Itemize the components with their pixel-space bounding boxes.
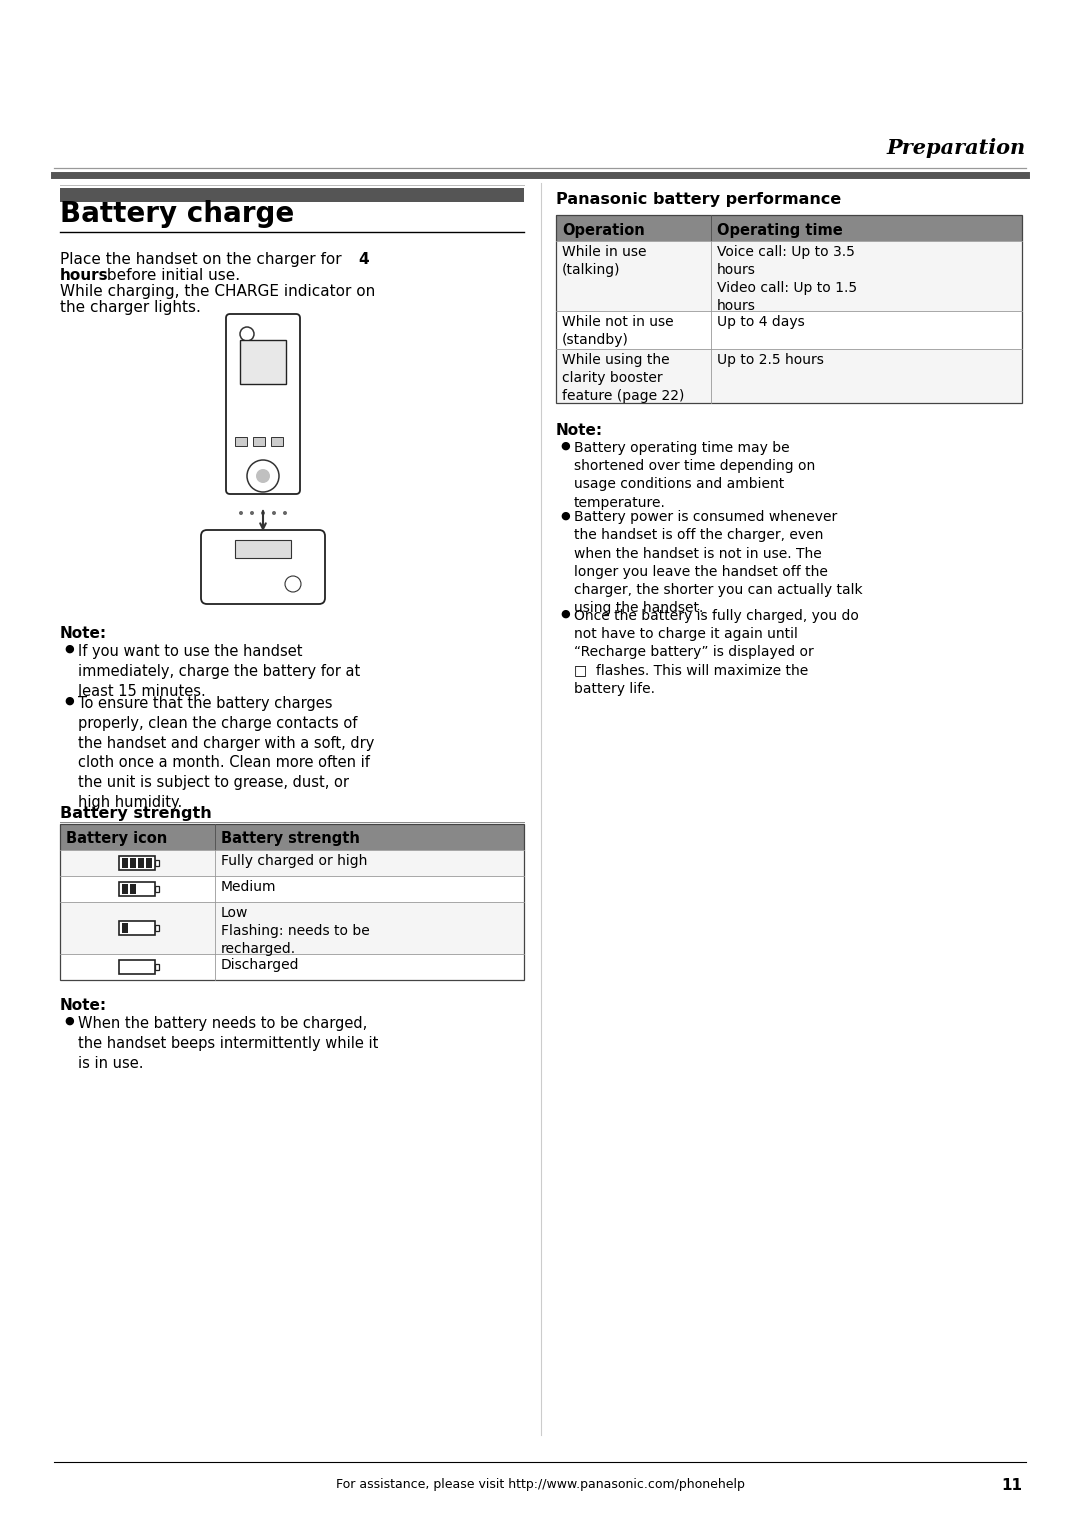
- Bar: [60, 824, 524, 850]
- FancyBboxPatch shape: [226, 313, 300, 494]
- Text: Medium: Medium: [221, 880, 276, 894]
- Circle shape: [261, 510, 265, 515]
- Bar: [60, 850, 524, 876]
- Text: ●: ●: [561, 510, 570, 520]
- Text: Once the battery is fully charged, you do
not have to charge it again until
“Rec: Once the battery is fully charged, you d…: [573, 610, 859, 695]
- Bar: [130, 885, 136, 894]
- Text: Voice call: Up to 3.5
hours
Video call: Up to 1.5
hours: Voice call: Up to 3.5 hours Video call: …: [717, 244, 858, 313]
- Text: Battery operating time may be
shortened over time depending on
usage conditions : Battery operating time may be shortened …: [573, 442, 815, 509]
- Bar: [240, 341, 286, 384]
- Bar: [119, 882, 156, 895]
- Text: 4: 4: [357, 252, 368, 267]
- Text: Operation: Operation: [562, 223, 645, 237]
- Text: Battery icon: Battery icon: [66, 831, 167, 847]
- Text: Note:: Note:: [556, 423, 603, 439]
- Text: Panasonic battery performance: Panasonic battery performance: [556, 193, 841, 206]
- Text: ●: ●: [561, 610, 570, 619]
- Circle shape: [249, 510, 254, 515]
- Text: While not in use
(standby): While not in use (standby): [562, 315, 674, 347]
- Bar: [235, 539, 291, 558]
- Text: Operating time: Operating time: [717, 223, 842, 237]
- Bar: [60, 824, 524, 979]
- Bar: [253, 437, 265, 446]
- Text: before initial use.: before initial use.: [102, 267, 240, 283]
- FancyBboxPatch shape: [201, 530, 325, 604]
- Text: Note:: Note:: [60, 998, 107, 1013]
- Bar: [556, 215, 1022, 403]
- Text: Low
Flashing: needs to be
recharged.: Low Flashing: needs to be recharged.: [221, 906, 369, 955]
- Bar: [146, 859, 152, 868]
- Text: To ensure that the battery charges
properly, clean the charge contacts of
the ha: To ensure that the battery charges prope…: [78, 695, 375, 810]
- Circle shape: [240, 327, 254, 341]
- Circle shape: [285, 576, 301, 591]
- Text: ●: ●: [561, 442, 570, 451]
- Text: For assistance, please visit http://www.panasonic.com/phonehelp: For assistance, please visit http://www.…: [336, 1478, 744, 1491]
- Text: Note:: Note:: [60, 626, 107, 642]
- Text: Battery charge: Battery charge: [60, 200, 294, 228]
- Circle shape: [272, 510, 276, 515]
- Text: ●: ●: [64, 643, 73, 654]
- Bar: [119, 960, 156, 973]
- Bar: [156, 886, 159, 892]
- Bar: [156, 860, 159, 866]
- Text: While using the
clarity booster
feature (page 22): While using the clarity booster feature …: [562, 353, 685, 403]
- Bar: [138, 859, 144, 868]
- Bar: [556, 312, 1022, 348]
- Bar: [556, 215, 1022, 241]
- Bar: [156, 924, 159, 931]
- Bar: [119, 921, 156, 935]
- Text: Battery power is consumed whenever
the handset is off the charger, even
when the: Battery power is consumed whenever the h…: [573, 510, 863, 616]
- Text: ●: ●: [64, 1016, 73, 1025]
- Text: While charging, the CHARGE indicator on: While charging, the CHARGE indicator on: [60, 284, 375, 299]
- Bar: [235, 437, 247, 446]
- Text: Preparation: Preparation: [887, 138, 1026, 157]
- Bar: [556, 348, 1022, 403]
- Text: When the battery needs to be charged,
the handset beeps intermittently while it
: When the battery needs to be charged, th…: [78, 1016, 378, 1071]
- Bar: [60, 188, 524, 202]
- Text: If you want to use the handset
immediately, charge the battery for at
least 15 m: If you want to use the handset immediate…: [78, 643, 361, 698]
- Text: Battery strength: Battery strength: [221, 831, 360, 847]
- Bar: [60, 876, 524, 902]
- Text: ●: ●: [64, 695, 73, 706]
- Text: hours: hours: [60, 267, 109, 283]
- Text: Place the handset on the charger for: Place the handset on the charger for: [60, 252, 347, 267]
- Bar: [122, 859, 129, 868]
- Bar: [271, 437, 283, 446]
- Bar: [556, 241, 1022, 312]
- Circle shape: [247, 460, 279, 492]
- Text: Discharged: Discharged: [221, 958, 299, 972]
- Bar: [122, 923, 129, 934]
- Bar: [156, 964, 159, 970]
- Text: While in use
(talking): While in use (talking): [562, 244, 647, 277]
- Text: the charger lights.: the charger lights.: [60, 299, 201, 315]
- Bar: [130, 859, 136, 868]
- Bar: [60, 953, 524, 979]
- Text: Up to 4 days: Up to 4 days: [717, 315, 805, 329]
- Text: Battery strength: Battery strength: [60, 805, 212, 821]
- Text: Up to 2.5 hours: Up to 2.5 hours: [717, 353, 824, 367]
- Circle shape: [239, 510, 243, 515]
- Circle shape: [283, 510, 287, 515]
- Bar: [119, 856, 156, 869]
- Text: 11: 11: [1001, 1478, 1022, 1493]
- Circle shape: [256, 469, 270, 483]
- Bar: [60, 902, 524, 953]
- Bar: [122, 885, 129, 894]
- Text: Fully charged or high: Fully charged or high: [221, 854, 367, 868]
